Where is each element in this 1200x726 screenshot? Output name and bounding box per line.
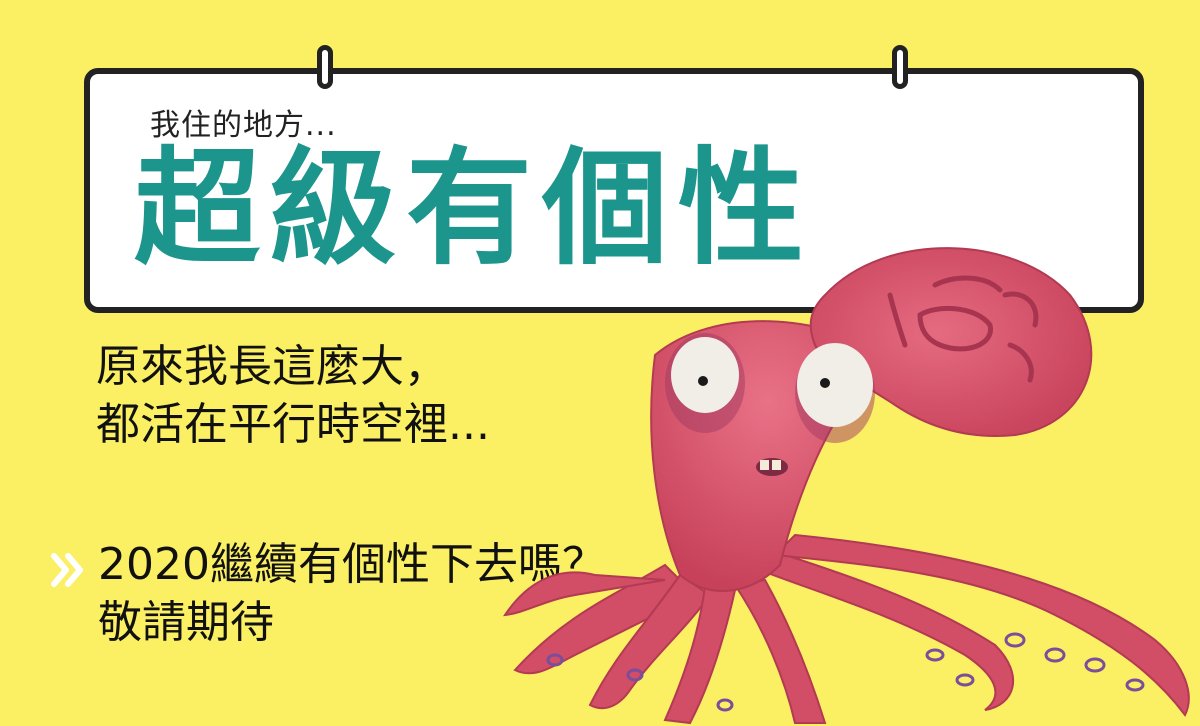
cta-line-1: 2020繼續有個性下去嗎？	[98, 539, 606, 590]
message-line-2: 都活在平行時空裡...	[96, 399, 490, 450]
sign-clip-left	[317, 45, 333, 89]
sign-headline: 超級有個性	[134, 135, 814, 282]
double-chevron-right-icon	[51, 553, 83, 587]
octopus-eyes	[665, 333, 875, 443]
cta-text: 2020繼續有個性下去嗎？ 敬請期待	[98, 536, 606, 652]
octopus-head-markings	[887, 275, 1039, 383]
octopus-suckers	[546, 632, 1145, 712]
octopus-illustration	[502, 247, 1190, 725]
sign-subtitle: 我住的地方...	[150, 108, 337, 143]
octopus-mouth	[756, 458, 788, 476]
cta-line-2: 敬請期待	[98, 597, 274, 648]
sign-clip-right	[892, 45, 908, 89]
message-block: 原來我長這麼大， 都活在平行時空裡...	[96, 338, 490, 454]
message-line-1: 原來我長這麼大，	[96, 341, 448, 392]
cta-block: 2020繼續有個性下去嗎？ 敬請期待	[48, 536, 606, 652]
sign-board	[84, 68, 1144, 313]
octopus-tentacles	[502, 533, 1190, 725]
